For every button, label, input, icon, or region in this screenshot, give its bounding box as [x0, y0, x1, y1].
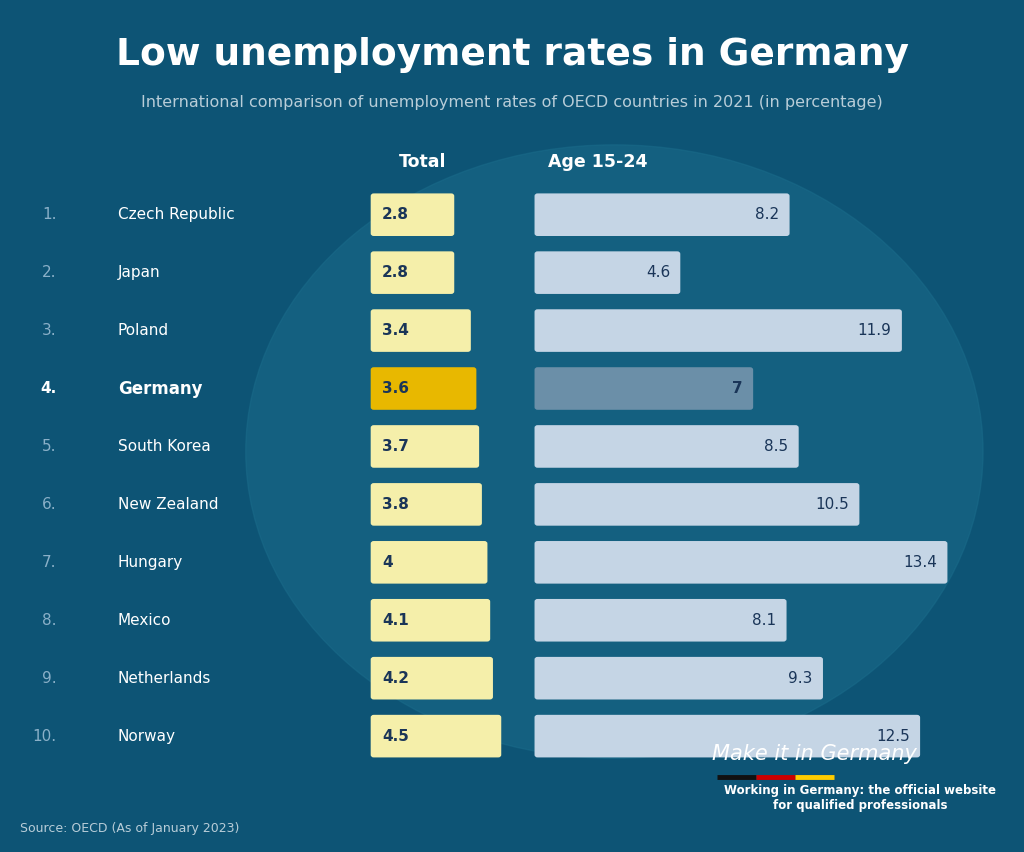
FancyBboxPatch shape: [371, 599, 490, 642]
FancyBboxPatch shape: [371, 425, 479, 468]
FancyBboxPatch shape: [535, 193, 790, 236]
FancyBboxPatch shape: [535, 541, 947, 584]
Text: Japan: Japan: [118, 265, 161, 280]
Text: Netherlands: Netherlands: [118, 671, 211, 686]
Text: 1.: 1.: [42, 207, 56, 222]
Text: 4.2: 4.2: [382, 671, 409, 686]
Text: 8.5: 8.5: [764, 439, 788, 454]
Text: 3.6: 3.6: [382, 381, 409, 396]
Text: 8.2: 8.2: [756, 207, 779, 222]
FancyBboxPatch shape: [535, 599, 786, 642]
FancyBboxPatch shape: [535, 715, 921, 757]
Text: 2.8: 2.8: [382, 207, 409, 222]
Text: 3.: 3.: [42, 323, 56, 338]
Text: 7: 7: [732, 381, 743, 396]
Text: South Korea: South Korea: [118, 439, 211, 454]
Text: 9.3: 9.3: [788, 671, 813, 686]
Text: 8.1: 8.1: [753, 613, 776, 628]
Text: 4.: 4.: [40, 381, 56, 396]
Text: 9.: 9.: [42, 671, 56, 686]
Text: 12.5: 12.5: [877, 728, 910, 744]
Text: 11.9: 11.9: [858, 323, 892, 338]
FancyBboxPatch shape: [535, 483, 859, 526]
Text: Working in Germany: the official website: Working in Germany: the official website: [724, 784, 996, 797]
Text: International comparison of unemployment rates of OECD countries in 2021 (in per: International comparison of unemployment…: [141, 95, 883, 110]
FancyBboxPatch shape: [371, 251, 455, 294]
Text: 8.: 8.: [42, 613, 56, 628]
FancyBboxPatch shape: [371, 309, 471, 352]
Circle shape: [246, 145, 983, 758]
Text: for qualified professionals: for qualified professionals: [773, 799, 947, 813]
FancyBboxPatch shape: [371, 657, 493, 699]
Text: Total: Total: [398, 153, 445, 171]
FancyBboxPatch shape: [371, 193, 455, 236]
Text: 2.8: 2.8: [382, 265, 409, 280]
Text: 3.4: 3.4: [382, 323, 409, 338]
Text: 10.: 10.: [32, 728, 56, 744]
FancyBboxPatch shape: [371, 367, 476, 410]
Text: Make it in Germany: Make it in Germany: [712, 744, 916, 764]
Text: Source: OECD (As of January 2023): Source: OECD (As of January 2023): [20, 821, 240, 835]
FancyBboxPatch shape: [371, 715, 502, 757]
Text: 7.: 7.: [42, 555, 56, 570]
Text: Age 15-24: Age 15-24: [548, 153, 647, 171]
Text: 10.5: 10.5: [815, 497, 849, 512]
Text: 4.1: 4.1: [382, 613, 409, 628]
FancyBboxPatch shape: [535, 367, 754, 410]
Text: Mexico: Mexico: [118, 613, 171, 628]
Text: Hungary: Hungary: [118, 555, 183, 570]
FancyBboxPatch shape: [535, 657, 823, 699]
Text: 3.8: 3.8: [382, 497, 409, 512]
Text: 4.5: 4.5: [382, 728, 409, 744]
FancyBboxPatch shape: [535, 251, 680, 294]
Text: 4: 4: [382, 555, 392, 570]
Text: Norway: Norway: [118, 728, 176, 744]
Text: 6.: 6.: [42, 497, 56, 512]
Text: New Zealand: New Zealand: [118, 497, 218, 512]
Text: 3.7: 3.7: [382, 439, 409, 454]
Text: 5.: 5.: [42, 439, 56, 454]
Text: 13.4: 13.4: [903, 555, 937, 570]
Text: Germany: Germany: [118, 379, 203, 398]
FancyBboxPatch shape: [371, 483, 482, 526]
Text: 4.6: 4.6: [646, 265, 670, 280]
Text: 2.: 2.: [42, 265, 56, 280]
Text: Poland: Poland: [118, 323, 169, 338]
Text: Low unemployment rates in Germany: Low unemployment rates in Germany: [116, 37, 908, 73]
FancyBboxPatch shape: [371, 541, 487, 584]
FancyBboxPatch shape: [535, 425, 799, 468]
FancyBboxPatch shape: [535, 309, 902, 352]
Text: Czech Republic: Czech Republic: [118, 207, 234, 222]
